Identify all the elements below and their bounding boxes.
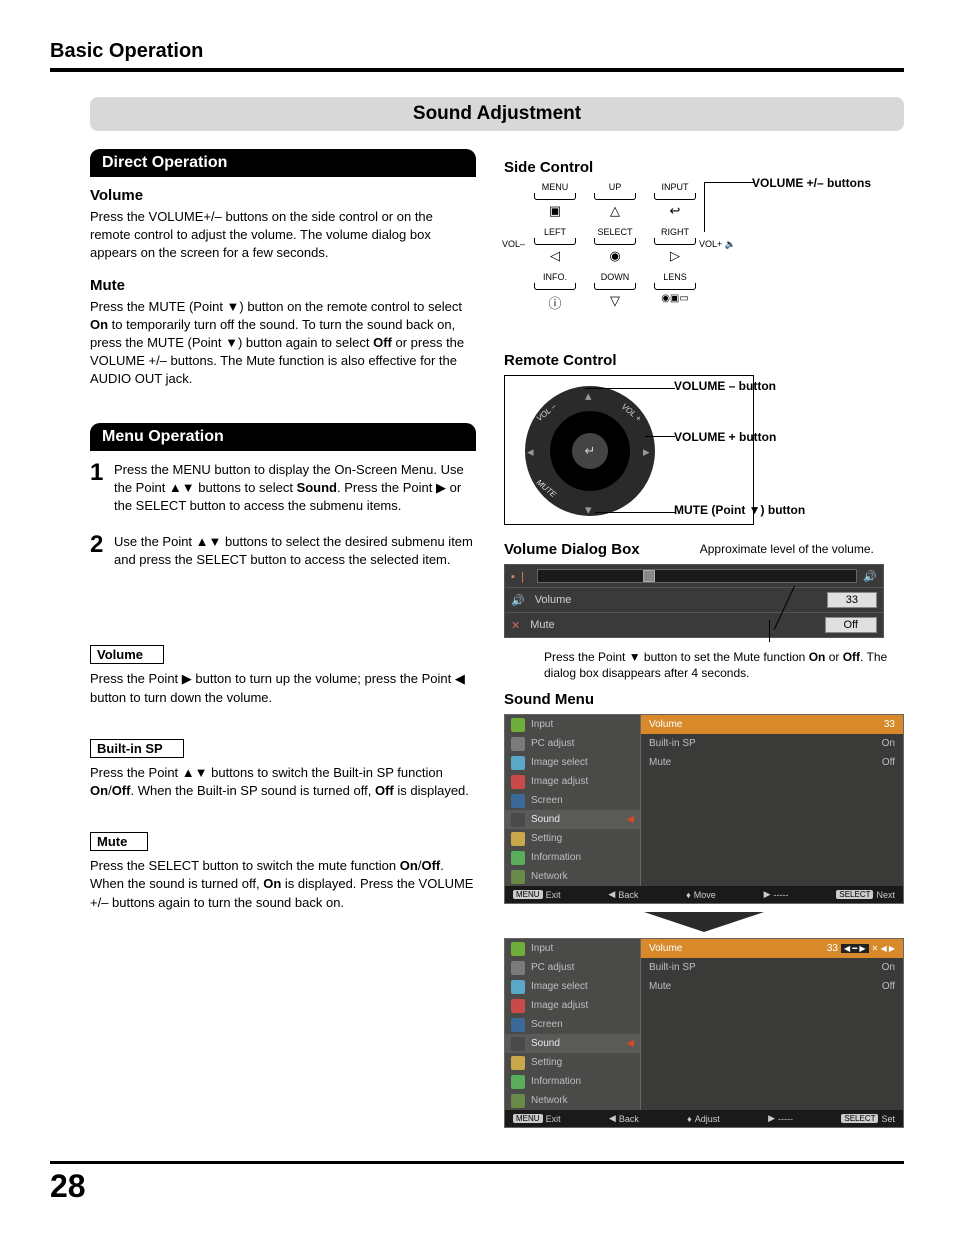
volume-plus-callout: VOLUME + button [674, 430, 776, 444]
section-banner: Sound Adjustment [90, 97, 904, 131]
sub-volume-text: Press the Point ▶ button to turn up the … [90, 670, 476, 706]
osd-side-item: PC adjust [505, 734, 640, 753]
side-control-heading: Side Control [504, 159, 904, 176]
osd-side-item: Input [505, 939, 640, 958]
volume-text: Press the VOLUME+/– buttons on the side … [90, 208, 476, 263]
osd-side-item: Setting [505, 829, 640, 848]
step-1: 1 Press the MENU button to display the O… [90, 461, 476, 516]
osd-side-item: Image select [505, 753, 640, 772]
sound-menu-osd-2: InputPC adjustImage selectImage adjustSc… [504, 938, 904, 1128]
volume-minus-callout: VOLUME – button [674, 379, 776, 393]
sub-builtin-text: Press the Point ▲▼ buttons to switch the… [90, 764, 476, 800]
page-footer: 28 [50, 1161, 904, 1205]
left-column: Direct Operation Volume Press the VOLUME… [50, 149, 476, 1136]
osd-side-item: Network [505, 867, 640, 886]
osd-main-row: Built-in SPOn [641, 734, 903, 753]
approx-level-note: Approximate level of the volume. [670, 542, 904, 558]
sub-builtin-label: Built-in SP [90, 739, 184, 758]
sub-mute-text: Press the SELECT button to switch the mu… [90, 857, 476, 912]
osd-side-item: Setting [505, 1053, 640, 1072]
volume-dialog-box: ▪ ❘ 🔊 🔊 Volume 33 ✕ Mute Off [504, 564, 884, 638]
mute-value: Off [825, 617, 877, 633]
volume-value: 33 [827, 592, 877, 608]
osd-main-row: MuteOff [641, 977, 903, 996]
menu-operation-heading: Menu Operation [90, 423, 476, 451]
osd-main-row: Built-in SPOn [641, 958, 903, 977]
osd-side-item: Information [505, 848, 640, 867]
osd-side-item: PC adjust [505, 958, 640, 977]
sound-menu-heading: Sound Menu [504, 691, 904, 708]
remote-control-heading: Remote Control [504, 352, 904, 369]
step-number: 2 [90, 533, 114, 569]
volume-buttons-callout: VOLUME +/– buttons [752, 176, 871, 190]
osd-side-item: Sound◀ [505, 1034, 640, 1053]
osd-side-item: Network [505, 1091, 640, 1110]
sound-menu-osd-1: InputPC adjustImage selectImage adjustSc… [504, 714, 904, 904]
right-column: Side Control MENU▣ UP△ INPUT↩ VOL– LEFT◁… [504, 149, 904, 1136]
osd-side-item: Input [505, 715, 640, 734]
down-arrow-icon [644, 912, 764, 932]
volume-dialog-footnote: Press the Point ▼ button to set the Mute… [544, 650, 904, 681]
step-2: 2 Use the Point ▲▼ buttons to select the… [90, 533, 476, 569]
osd-main-row: MuteOff [641, 753, 903, 772]
osd-side-item: Image adjust [505, 772, 640, 791]
mute-text: Press the MUTE (Point ▼) button on the r… [90, 298, 476, 389]
sub-mute-label: Mute [90, 832, 148, 851]
step-number: 1 [90, 461, 114, 516]
osd-side-item: Sound◀ [505, 810, 640, 829]
remote-control-diagram: ↵ VOL – VOL + MUTE ▴ ▾ ◂ ▸ VOLUME – butt… [504, 375, 904, 525]
osd-side-item: Image adjust [505, 996, 640, 1015]
side-control-diagram: MENU▣ UP△ INPUT↩ VOL– LEFT◁ SELECT◉ RIGH… [504, 182, 904, 342]
osd-side-item: Information [505, 1072, 640, 1091]
osd-side-item: Screen [505, 1015, 640, 1034]
direct-operation-heading: Direct Operation [90, 149, 476, 177]
sub-volume-label: Volume [90, 645, 164, 664]
chapter-title: Basic Operation [50, 40, 904, 72]
mute-callout: MUTE (Point ▼) button [674, 503, 805, 517]
volume-heading: Volume [90, 187, 476, 204]
volume-dialog-heading: Volume Dialog Box [504, 541, 640, 558]
mute-heading: Mute [90, 277, 476, 294]
osd-side-item: Screen [505, 791, 640, 810]
page-number: 28 [50, 1168, 904, 1205]
osd-side-item: Image select [505, 977, 640, 996]
